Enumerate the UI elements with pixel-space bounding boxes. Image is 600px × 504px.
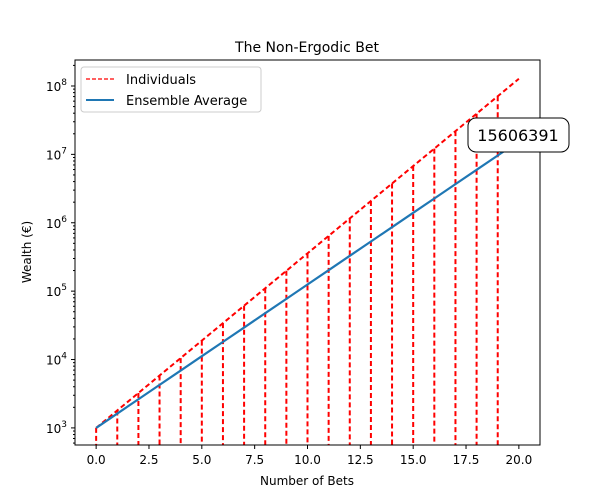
y-tick-label: 103 xyxy=(46,420,67,436)
y-tick-label: 104 xyxy=(46,352,67,368)
x-tick-label: 5.0 xyxy=(192,453,211,467)
y-tick-label: 105 xyxy=(46,283,67,299)
y-tick-label: 108 xyxy=(46,78,67,94)
y-axis-label: Wealth (€) xyxy=(20,221,34,283)
individuals-line xyxy=(95,78,520,429)
x-tick-label: 17.5 xyxy=(453,453,480,467)
legend-ensemble: Ensemble Average xyxy=(126,94,247,109)
x-tick-label: 0.0 xyxy=(87,453,106,467)
legend-individuals: Individuals xyxy=(126,73,196,88)
y-tick-label: 107 xyxy=(46,146,67,162)
x-tick-label: 7.5 xyxy=(245,453,264,467)
annotation-value: 15606391 xyxy=(477,126,558,145)
x-tick-label: 15.0 xyxy=(400,453,427,467)
x-tick-label: 2.5 xyxy=(139,453,158,467)
x-axis-label: Number of Bets xyxy=(260,474,354,488)
chart-title: The Non-Ergodic Bet xyxy=(234,40,379,56)
annotation-box: 15606391 xyxy=(467,117,570,153)
ensemble-average-line xyxy=(95,140,520,429)
legend: Individuals Ensemble Average xyxy=(80,66,262,113)
x-tick-label: 12.5 xyxy=(347,453,374,467)
x-tick-label: 10.0 xyxy=(294,453,321,467)
x-tick-label: 20.0 xyxy=(506,453,533,467)
y-tick-label: 106 xyxy=(46,215,67,231)
